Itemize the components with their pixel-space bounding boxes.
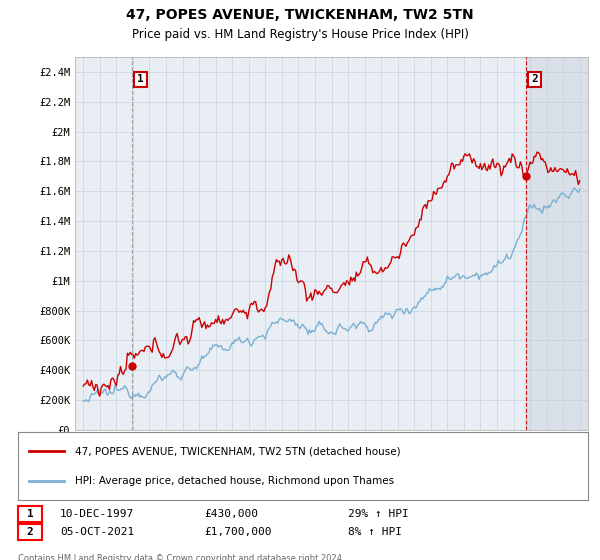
- Text: £430,000: £430,000: [204, 509, 258, 519]
- Text: Contains HM Land Registry data © Crown copyright and database right 2024.
This d: Contains HM Land Registry data © Crown c…: [18, 554, 344, 560]
- Text: 47, POPES AVENUE, TWICKENHAM, TW2 5TN (detached house): 47, POPES AVENUE, TWICKENHAM, TW2 5TN (d…: [75, 446, 401, 456]
- Text: 1: 1: [26, 509, 34, 519]
- Text: HPI: Average price, detached house, Richmond upon Thames: HPI: Average price, detached house, Rich…: [75, 476, 394, 486]
- Text: 8% ↑ HPI: 8% ↑ HPI: [348, 527, 402, 537]
- Text: Price paid vs. HM Land Registry's House Price Index (HPI): Price paid vs. HM Land Registry's House …: [131, 28, 469, 41]
- Text: 29% ↑ HPI: 29% ↑ HPI: [348, 509, 409, 519]
- Text: £1,700,000: £1,700,000: [204, 527, 271, 537]
- Text: 05-OCT-2021: 05-OCT-2021: [60, 527, 134, 537]
- Point: [127, 361, 137, 370]
- Text: 1: 1: [137, 74, 144, 85]
- Text: 2: 2: [531, 74, 538, 85]
- Text: 10-DEC-1997: 10-DEC-1997: [60, 509, 134, 519]
- Text: 2: 2: [26, 527, 34, 537]
- Bar: [526, 57, 588, 430]
- Point: [521, 172, 531, 181]
- Text: 47, POPES AVENUE, TWICKENHAM, TW2 5TN: 47, POPES AVENUE, TWICKENHAM, TW2 5TN: [126, 8, 474, 22]
